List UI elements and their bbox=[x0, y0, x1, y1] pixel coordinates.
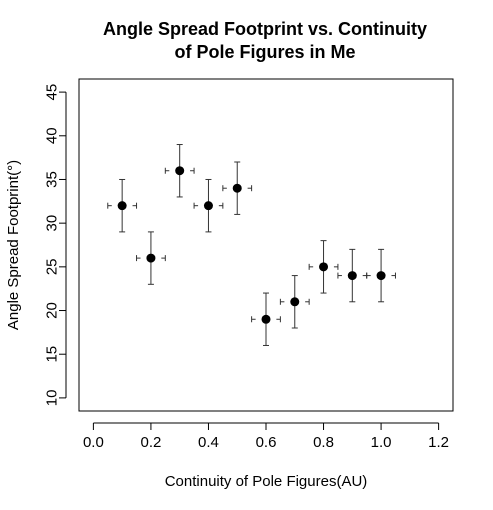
chart-title-line-2: of Pole Figures in Me bbox=[174, 42, 355, 62]
chart-title-line-1: Angle Spread Footprint vs. Continuity bbox=[103, 19, 427, 39]
data-point bbox=[117, 201, 127, 211]
data-point bbox=[175, 166, 185, 176]
x-axis-label: Continuity of Pole Figures(AU) bbox=[165, 473, 368, 490]
error-bars bbox=[107, 144, 396, 346]
y-tick-label: 35 bbox=[44, 171, 61, 188]
plot-frame bbox=[78, 78, 454, 412]
y-tick-label: 40 bbox=[44, 127, 61, 144]
x-tick-label: 1.2 bbox=[428, 434, 449, 451]
data-point bbox=[319, 262, 329, 272]
x-tick-label: 0.0 bbox=[83, 434, 104, 451]
x-tick-label: 1.0 bbox=[371, 434, 392, 451]
y-axis: 10 15 20 25 30 35 40 45 bbox=[44, 84, 67, 406]
y-tick-label: 30 bbox=[44, 215, 61, 232]
x-axis: 0.0 0.2 0.4 0.6 0.8 1.0 1.2 bbox=[83, 422, 449, 451]
y-tick-label: 20 bbox=[44, 302, 61, 319]
data-point bbox=[376, 271, 386, 281]
x-tick-label: 0.2 bbox=[140, 434, 161, 451]
x-tick-label: 0.4 bbox=[198, 434, 219, 451]
y-axis-label: Angle Spread Footprint(°) bbox=[5, 160, 22, 330]
y-tick-label: 45 bbox=[44, 84, 61, 101]
data-point bbox=[347, 271, 357, 281]
data-points bbox=[117, 166, 386, 324]
data-point bbox=[146, 253, 156, 263]
y-tick-label: 15 bbox=[44, 346, 61, 363]
x-tick-label: 0.6 bbox=[256, 434, 277, 451]
y-tick-label: 25 bbox=[44, 258, 61, 275]
data-point bbox=[232, 183, 242, 193]
data-point bbox=[261, 314, 271, 324]
data-point bbox=[203, 201, 213, 211]
y-tick-label: 10 bbox=[44, 390, 61, 407]
data-point bbox=[290, 297, 300, 307]
x-tick-label: 0.8 bbox=[313, 434, 334, 451]
